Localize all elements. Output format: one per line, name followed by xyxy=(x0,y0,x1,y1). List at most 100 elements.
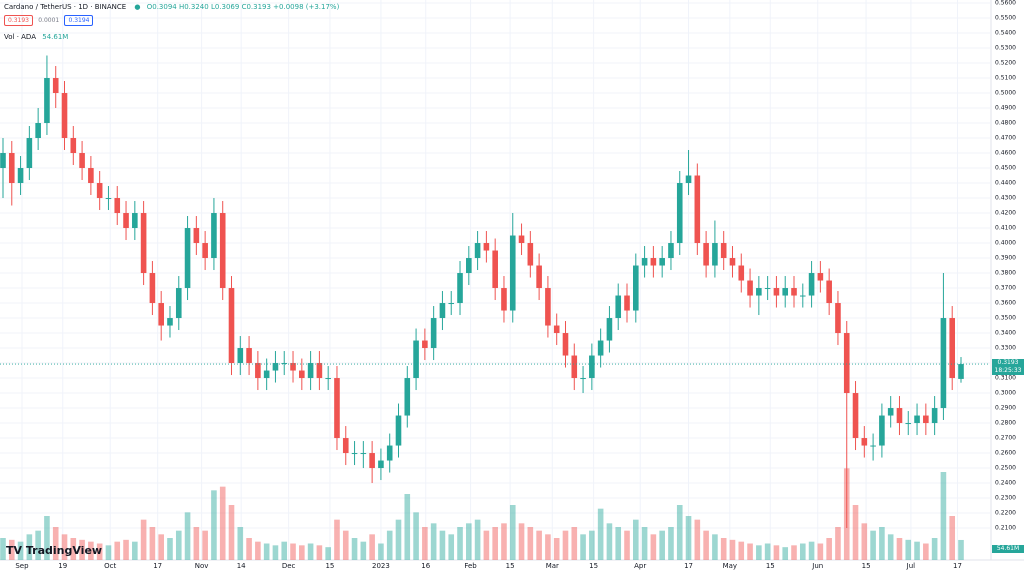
symbol-title[interactable]: Cardano / TetherUS · 1D · BINANCE xyxy=(4,3,127,11)
y-tick-label: 0.2900 xyxy=(995,405,1016,412)
candle-body xyxy=(703,243,709,266)
logo[interactable]: 𝗧𝗩 TradingView xyxy=(6,544,103,557)
volume-bar xyxy=(509,505,516,560)
x-tick-label: 17 xyxy=(684,562,693,570)
candle-body xyxy=(88,168,94,184)
volume-bar xyxy=(931,538,938,560)
buy-price[interactable]: 0.3194 xyxy=(64,15,94,26)
x-tick-label: 15 xyxy=(506,562,515,570)
candle-body xyxy=(307,363,314,379)
volume-bar xyxy=(659,530,665,560)
volume-bar xyxy=(466,523,472,560)
volume-bar xyxy=(685,516,692,560)
y-tick-label: 0.5100 xyxy=(995,75,1016,82)
candle-body xyxy=(764,288,771,290)
volume-bar xyxy=(211,490,217,560)
candle-body xyxy=(562,333,569,356)
volume-bar xyxy=(483,530,490,560)
volume-bar xyxy=(35,530,41,560)
x-tick-label: 2023 xyxy=(372,562,390,570)
candle-body xyxy=(483,243,490,251)
sell-price[interactable]: 0.3193 xyxy=(4,15,33,26)
candle-body xyxy=(158,303,164,326)
candle-body xyxy=(70,138,77,154)
y-tick-label: 0.5200 xyxy=(995,60,1016,67)
candle-body xyxy=(439,303,446,319)
candle-body xyxy=(386,445,393,461)
volume-bar xyxy=(580,534,586,560)
volume-bar xyxy=(167,538,173,560)
volume-bar xyxy=(404,494,411,560)
y-tick-label: 0.5500 xyxy=(995,15,1016,22)
candle-body xyxy=(360,453,367,455)
x-tick-label: 17 xyxy=(153,562,162,570)
volume-bar xyxy=(633,519,639,560)
candle-body xyxy=(641,258,648,266)
candle-body xyxy=(17,168,24,184)
volume-bar xyxy=(8,539,15,560)
candle-body xyxy=(369,453,375,469)
legend-header: Cardano / TetherUS · 1D · BINANCE ● O0.3… xyxy=(4,3,340,11)
volume-bar xyxy=(835,527,841,560)
candle-body xyxy=(923,415,929,424)
candle-body xyxy=(949,318,956,379)
volume-bar xyxy=(694,519,701,560)
volume-bar xyxy=(26,534,33,560)
y-tick-label: 0.4200 xyxy=(995,210,1016,217)
volume-bar xyxy=(246,538,252,560)
candle-body xyxy=(351,453,358,455)
candle-body xyxy=(202,243,208,259)
volume-bar xyxy=(764,543,771,560)
volume-bar xyxy=(123,539,129,560)
volume-bar xyxy=(342,530,349,560)
spread: 0.0001 xyxy=(38,17,60,24)
y-tick-label: 0.4800 xyxy=(995,120,1016,127)
y-tick-label: 0.4100 xyxy=(995,225,1016,232)
x-tick-label: Jul xyxy=(906,562,916,570)
candle-body xyxy=(958,364,964,379)
volume-bar xyxy=(949,516,956,560)
candle-body xyxy=(905,423,912,425)
candle-body xyxy=(44,78,50,124)
candle-body xyxy=(685,175,692,184)
candle-body xyxy=(167,318,173,326)
x-tick-label: 15 xyxy=(325,562,334,570)
volume-bar xyxy=(378,543,384,560)
candle-body xyxy=(422,340,428,349)
volume-bar xyxy=(132,541,138,560)
volume-bar xyxy=(430,523,437,560)
y-tick-label: 0.4500 xyxy=(995,165,1016,172)
volume-title: Vol · ADA xyxy=(4,33,36,41)
volume-bar xyxy=(668,527,674,560)
y-tick-label: 0.2300 xyxy=(995,495,1016,502)
volume-bar xyxy=(140,519,147,560)
volume-bar xyxy=(571,527,578,560)
volume-bar xyxy=(316,545,323,560)
candle-body xyxy=(887,408,894,416)
y-tick-label: 0.3300 xyxy=(995,345,1016,352)
volume-bar xyxy=(729,539,736,560)
volume-bar xyxy=(676,505,683,560)
candle-body xyxy=(729,258,736,266)
candle-body xyxy=(843,333,850,394)
volume-bar xyxy=(958,539,964,560)
candle-body xyxy=(799,295,806,297)
volume-bar xyxy=(184,512,191,560)
candle-body xyxy=(914,415,920,424)
x-tick-label: 15 xyxy=(862,562,871,570)
candle-body xyxy=(96,183,103,199)
volume-bar xyxy=(290,543,296,560)
candle-body xyxy=(466,258,472,274)
volume-bar xyxy=(158,534,164,560)
candle-body xyxy=(35,123,41,139)
volume-bar xyxy=(817,543,824,560)
volume-tag-value: 54.61M xyxy=(996,545,1020,552)
y-tick-label: 0.3700 xyxy=(995,285,1016,292)
volume-bar xyxy=(606,523,613,560)
candle-body xyxy=(325,378,331,380)
candle-body xyxy=(474,243,481,259)
candle-body xyxy=(184,228,191,289)
x-tick-label: Sep xyxy=(15,562,29,570)
volume-bar xyxy=(219,486,226,560)
bid-ask: 0.3193 0.0001 0.3194 xyxy=(4,15,94,26)
